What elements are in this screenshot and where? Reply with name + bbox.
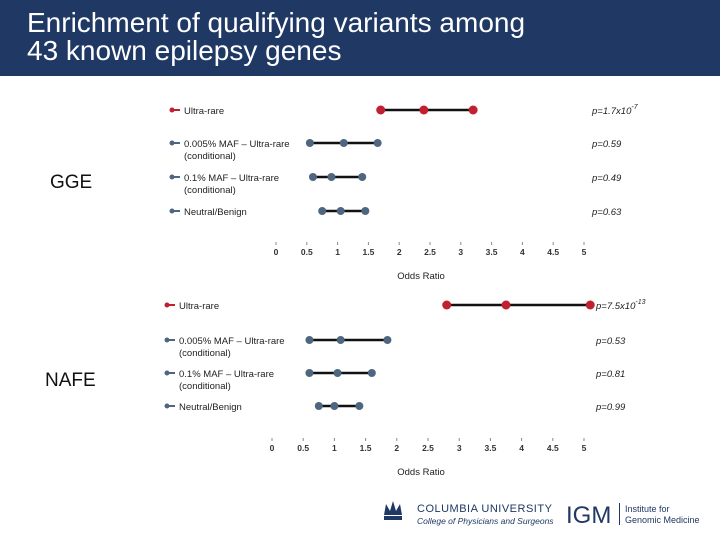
ci-upper-marker <box>585 300 595 310</box>
ci-lower-marker <box>318 207 327 215</box>
row-label: 0.1% MAF – Ultra-rare <box>179 369 274 380</box>
odds-ratio-marker <box>330 402 339 410</box>
row-bullet-dot <box>164 337 170 343</box>
x-tick-label: 1 <box>335 247 340 257</box>
x-tick-label: 5 <box>582 247 587 257</box>
p-value-exponent: -7 <box>631 104 638 111</box>
row-label: 0.1% MAF – Ultra-rare <box>184 173 279 184</box>
row-bullet-dot <box>169 107 175 113</box>
x-axis-label: Odds Ratio <box>397 467 445 478</box>
ci-lower-marker <box>308 173 317 181</box>
ci-lower-marker <box>305 369 314 377</box>
footer-logos: COLUMBIA UNIVERSITY College of Physician… <box>384 501 700 529</box>
x-tick-label: 0.5 <box>297 443 309 453</box>
row-label-conditional: (conditional) <box>184 151 236 162</box>
p-value: p=1.7x10-7 <box>591 104 639 117</box>
ci-upper-marker <box>361 207 370 215</box>
p-value: p=0.81 <box>595 369 625 380</box>
odds-ratio-marker <box>336 207 345 215</box>
row-label-conditional: (conditional) <box>184 185 236 196</box>
x-tick-label: 2 <box>397 247 402 257</box>
x-tick-label: 1.5 <box>360 443 372 453</box>
ci-lower-marker <box>305 139 314 147</box>
ci-lower-marker <box>376 105 386 115</box>
row-label: Neutral/Benign <box>184 207 247 218</box>
x-tick-label: 4.5 <box>547 443 559 453</box>
x-tick-label: 2.5 <box>422 443 434 453</box>
row-bullet-dot <box>164 302 170 308</box>
row-bullet-dot <box>164 370 170 376</box>
odds-ratio-marker <box>327 173 336 181</box>
row-bullet-dot <box>164 403 170 409</box>
x-tick-label: 5 <box>582 443 587 453</box>
x-tick-label: 0 <box>270 443 275 453</box>
x-tick-label: 1.5 <box>362 247 374 257</box>
columbia-name: COLUMBIA UNIVERSITY <box>417 503 553 515</box>
row-label-conditional: (conditional) <box>179 381 231 392</box>
p-value: p=0.99 <box>595 402 626 413</box>
row-label: Neutral/Benign <box>179 402 242 413</box>
row-bullet-dot <box>169 140 175 146</box>
ci-upper-marker <box>373 139 382 147</box>
ci-upper-marker <box>367 369 376 377</box>
odds-ratio-marker <box>333 369 342 377</box>
crown-icon <box>384 501 402 520</box>
odds-ratio-marker <box>336 336 345 344</box>
panel-label-gge: GGE <box>50 172 93 193</box>
x-tick-label: 1 <box>332 443 337 453</box>
x-tick-label: 4.5 <box>547 247 559 257</box>
x-tick-label: 0.5 <box>301 247 313 257</box>
ci-lower-marker <box>305 336 314 344</box>
ci-upper-marker <box>355 402 364 410</box>
odds-ratio-marker <box>419 105 429 115</box>
slide-title-line-2: 43 known epilepsy genes <box>27 35 342 66</box>
x-tick-label: 2 <box>394 443 399 453</box>
x-tick-label: 4 <box>520 247 525 257</box>
ci-lower-marker <box>442 300 452 310</box>
odds-ratio-marker <box>339 139 348 147</box>
panel-label-nafe: NAFE <box>45 370 96 391</box>
igm-line-1: Institute for <box>625 504 670 514</box>
row-label-conditional: (conditional) <box>179 348 231 359</box>
x-tick-label: 3.5 <box>484 443 496 453</box>
p-value: p=0.63 <box>591 207 622 218</box>
ci-upper-marker <box>358 173 367 181</box>
igm-divider <box>619 503 620 525</box>
row-label: Ultra-rare <box>179 301 219 312</box>
row-label: 0.005% MAF – Ultra-rare <box>184 139 290 150</box>
p-value: p=7.5x10-13 <box>595 299 646 312</box>
x-tick-label: 3 <box>458 247 463 257</box>
p-value-exponent: -13 <box>635 299 645 306</box>
p-value: p=0.49 <box>591 173 622 184</box>
x-tick-label: 3 <box>457 443 462 453</box>
row-label: 0.005% MAF – Ultra-rare <box>179 336 285 347</box>
ci-lower-marker <box>314 402 323 410</box>
title-bar: Enrichment of qualifying variants among … <box>0 0 720 76</box>
x-tick-label: 0 <box>274 247 279 257</box>
x-tick-label: 4 <box>519 443 524 453</box>
igm-abbrev: IGM <box>566 502 611 529</box>
p-value: p=0.59 <box>591 139 622 150</box>
columbia-college: College of Physicians and Surgeons <box>417 516 554 526</box>
ci-upper-marker <box>383 336 392 344</box>
igm-line-2: Genomic Medicine <box>625 515 700 525</box>
row-bullet-dot <box>169 208 175 214</box>
forest-plot-nafe: Ultra-rare p=7.5x10-13 0.005% MAF – Ultra-… <box>164 299 646 478</box>
row-bullet-dot <box>169 174 175 180</box>
forest-plot-gge: Ultra-rare p=1.7x10-7 0.005% MAF – Ultra-r… <box>169 104 639 280</box>
odds-ratio-marker <box>501 300 511 310</box>
x-tick-label: 2.5 <box>424 247 436 257</box>
x-tick-label: 3.5 <box>486 247 498 257</box>
row-label: Ultra-rare <box>184 106 224 117</box>
slide-title-line-1: Enrichment of qualifying variants among <box>27 7 526 38</box>
ci-upper-marker <box>468 105 478 115</box>
x-axis-label: Odds Ratio <box>397 271 445 280</box>
p-value: p=0.53 <box>595 336 626 347</box>
